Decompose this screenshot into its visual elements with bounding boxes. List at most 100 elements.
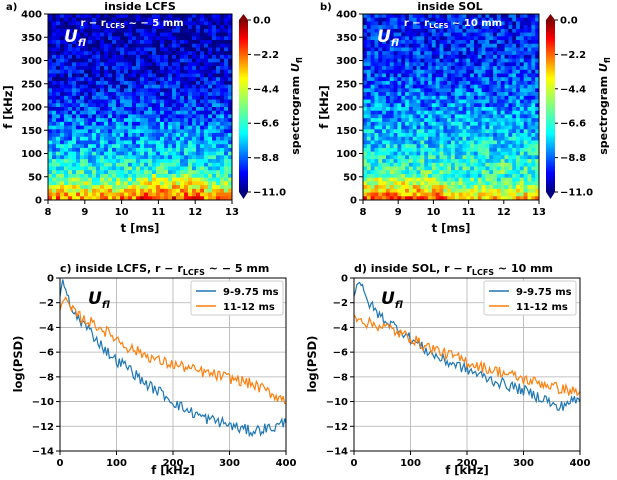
heatmap-cell <box>148 110 153 116</box>
heatmap-cell <box>192 177 197 182</box>
heatmap-cell <box>477 92 483 97</box>
heatmap-cell <box>104 99 109 104</box>
heatmap-cell <box>128 136 133 142</box>
heatmap-cell <box>172 155 177 160</box>
heatmap-cell <box>112 28 117 34</box>
heatmap-cell <box>466 192 471 197</box>
heatmap-cell <box>52 62 57 67</box>
heatmap-cell <box>470 173 475 179</box>
heatmap-cell <box>124 136 129 142</box>
heatmap-cell <box>120 133 125 138</box>
heatmap-cell <box>382 147 387 153</box>
heatmap-cell <box>416 196 421 200</box>
x-axis-label-d: f [kHz] <box>445 463 488 477</box>
psd-lines-c <box>60 279 286 438</box>
heatmap-cell <box>128 28 133 34</box>
heatmap-cell <box>192 147 197 153</box>
heatmap-cell <box>204 133 209 138</box>
heatmap-cell <box>212 114 217 119</box>
heatmap-cell <box>523 162 529 168</box>
heatmap-cell <box>481 147 487 153</box>
heatmap-cell <box>496 151 502 156</box>
heatmap-cell <box>393 14 399 19</box>
heatmap-cell <box>489 51 494 56</box>
heatmap-cell <box>228 73 232 78</box>
heatmap-cell <box>56 92 61 97</box>
heatmap-cell <box>512 21 517 26</box>
heatmap-cell <box>124 95 129 101</box>
heatmap-cell <box>496 51 502 56</box>
heatmap-cell <box>108 95 113 101</box>
heatmap-cell <box>397 110 402 116</box>
heatmap-cell <box>156 32 161 37</box>
y-tick-label: −10 <box>326 397 348 408</box>
heatmap-cell <box>172 140 177 145</box>
heatmap-cell <box>172 21 177 26</box>
heatmap-cell <box>523 155 529 160</box>
heatmap-cell <box>132 36 137 41</box>
heatmap-cell <box>132 188 137 194</box>
heatmap-cell <box>180 144 185 149</box>
heatmap-cell <box>184 73 189 78</box>
heatmap-cell <box>397 66 402 71</box>
heatmap-cell <box>535 155 539 160</box>
heatmap-cell <box>500 133 506 138</box>
heatmap-cell <box>516 69 521 75</box>
heatmap-cell <box>184 173 189 179</box>
heatmap-cell <box>124 66 129 71</box>
heatmap-cell <box>68 177 73 182</box>
heatmap-cell <box>76 84 81 89</box>
heatmap-cell <box>485 114 490 119</box>
heatmap-cell <box>196 162 201 168</box>
heatmap-cell <box>374 84 379 89</box>
heatmap-cell <box>531 110 536 116</box>
heatmap-cell <box>397 58 402 63</box>
heatmap-cell <box>412 118 418 123</box>
heatmap-cell <box>397 125 402 130</box>
heatmap-cell <box>148 43 153 49</box>
heatmap-cell <box>168 32 173 37</box>
heatmap-cell <box>447 125 452 130</box>
heatmap-cell <box>212 110 217 116</box>
heatmap-cell <box>481 62 487 67</box>
heatmap-cell <box>508 140 513 145</box>
heatmap-cell <box>104 103 109 108</box>
heatmap-cell <box>500 151 506 156</box>
heatmap-cell <box>504 21 509 26</box>
heatmap-cell <box>180 54 185 60</box>
heatmap-cell <box>535 28 539 34</box>
heatmap-cell <box>443 192 448 197</box>
heatmap-cell <box>228 177 232 182</box>
heatmap-cell <box>120 36 125 41</box>
heatmap-cell <box>374 144 379 149</box>
heatmap-cell <box>100 121 105 127</box>
heatmap-cell <box>176 51 181 56</box>
heatmap-cell <box>416 21 421 26</box>
heatmap-cell <box>48 162 53 168</box>
heatmap-cell <box>489 133 494 138</box>
heatmap-cell <box>156 73 161 78</box>
heatmap-cell <box>188 40 193 45</box>
heatmap-cell <box>439 73 444 78</box>
heatmap-cell <box>84 196 89 200</box>
heatmap-cell <box>393 125 399 130</box>
heatmap-cell <box>473 140 479 145</box>
heatmap-cell <box>366 51 372 56</box>
heatmap-cell <box>112 99 117 104</box>
heatmap-cell <box>132 103 137 108</box>
heatmap-cell <box>523 177 529 182</box>
heatmap-cell <box>512 62 517 67</box>
heatmap-cell <box>462 188 467 194</box>
heatmap-cell <box>220 103 225 108</box>
heatmap-cell <box>481 121 487 127</box>
heatmap-cell <box>164 73 169 78</box>
heatmap-cell <box>447 114 452 119</box>
heatmap-cell <box>439 28 444 34</box>
heatmap-cell <box>116 155 121 160</box>
heatmap-cell <box>104 47 109 52</box>
heatmap-cell <box>188 99 193 104</box>
heatmap-cell <box>96 95 101 101</box>
heatmap-cell <box>124 58 129 63</box>
heatmap-cell <box>531 188 536 194</box>
heatmap-cell <box>216 92 221 97</box>
